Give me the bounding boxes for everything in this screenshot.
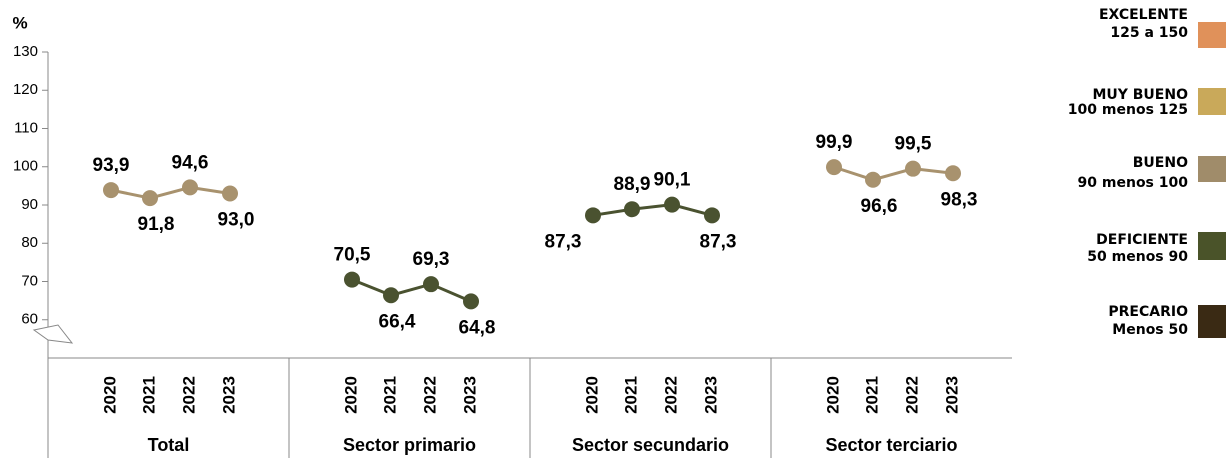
legend-swatch [1198,88,1226,115]
point [182,179,198,196]
legend-range: 125 a 150 [1110,25,1188,41]
point [624,201,640,218]
legend-swatch [1198,156,1226,182]
point [142,190,158,207]
x-tick-label: 2021 [380,376,399,414]
x-tick-label: 2020 [582,376,601,414]
value-label: 94,6 [172,152,209,173]
value-label: 99,5 [895,134,932,155]
value-label: 90,1 [654,170,691,191]
x-tick-label: 2023 [460,376,479,414]
value-label: 87,3 [700,231,737,252]
y-tick-label: 80 [21,234,38,251]
value-label: 93,0 [218,210,255,231]
x-tick-label: 2022 [902,376,921,414]
x-tick-label: 2020 [100,376,119,414]
point [383,287,399,304]
x-tick-label: 2021 [621,376,640,414]
value-label: 66,4 [379,311,416,332]
value-label: 70,5 [334,245,371,266]
point [463,293,479,310]
x-tick-label: 2023 [701,376,720,414]
legend-label: EXCELENTE [1099,7,1188,23]
point [664,196,680,213]
legend-swatch [1198,232,1226,260]
group-label: Sector terciario [825,435,957,455]
legend-label: MUY BUENO [1092,87,1188,103]
x-tick-label: 2023 [219,376,238,414]
value-label: 87,3 [545,231,582,252]
point [826,159,842,176]
y-tick-label: 100 [13,158,38,175]
point [222,185,238,202]
legend-swatch [1198,22,1226,48]
point [344,271,360,288]
y-axis-label: % [12,13,27,32]
point [865,171,881,188]
point [704,207,720,224]
x-tick-label: 2021 [139,376,158,414]
series-line [592,203,713,217]
legend-range: 90 menos 100 [1078,175,1189,191]
point [423,276,439,293]
value-label: 88,9 [614,174,651,195]
legend-range: 100 menos 125 [1068,102,1188,118]
group-label: Sector primario [343,435,476,455]
point [905,160,921,177]
x-tick-label: 2022 [661,376,680,414]
x-tick-label: 2023 [942,376,961,414]
value-label: 93,9 [93,155,130,176]
group-label: Sector secundario [572,435,729,455]
point [945,165,961,182]
legend-label: BUENO [1133,155,1188,171]
x-tick-label: 2020 [341,376,360,414]
y-tick-label: 120 [13,81,38,98]
point [103,182,119,199]
x-tick-label: 2021 [862,376,881,414]
value-label: 69,3 [413,249,450,270]
legend-range: Menos 50 [1112,322,1188,338]
value-label: 96,6 [861,196,898,217]
y-tick-label: 110 [14,119,38,136]
value-label: 64,8 [459,317,496,338]
y-tick-label: 130 [13,43,38,60]
point [585,207,601,224]
value-label: 98,3 [941,189,978,210]
value-label: 91,8 [138,214,175,235]
series-line [351,278,472,303]
group-label: Total [148,435,190,455]
y-tick-label: 60 [21,311,38,328]
value-label: 99,9 [816,132,853,153]
axis-break [32,324,74,344]
series-line [110,185,231,200]
legend-range: 50 menos 90 [1087,249,1188,265]
series-line [833,165,954,182]
legend-swatch [1198,305,1226,338]
y-tick-label: 70 [21,272,38,289]
x-tick-label: 2022 [420,376,439,414]
y-tick-label: 90 [21,196,38,213]
legend-label: DEFICIENTE [1096,232,1188,248]
x-tick-label: 2022 [179,376,198,414]
legend-label: PRECARIO [1108,304,1188,320]
x-tick-label: 2020 [823,376,842,414]
